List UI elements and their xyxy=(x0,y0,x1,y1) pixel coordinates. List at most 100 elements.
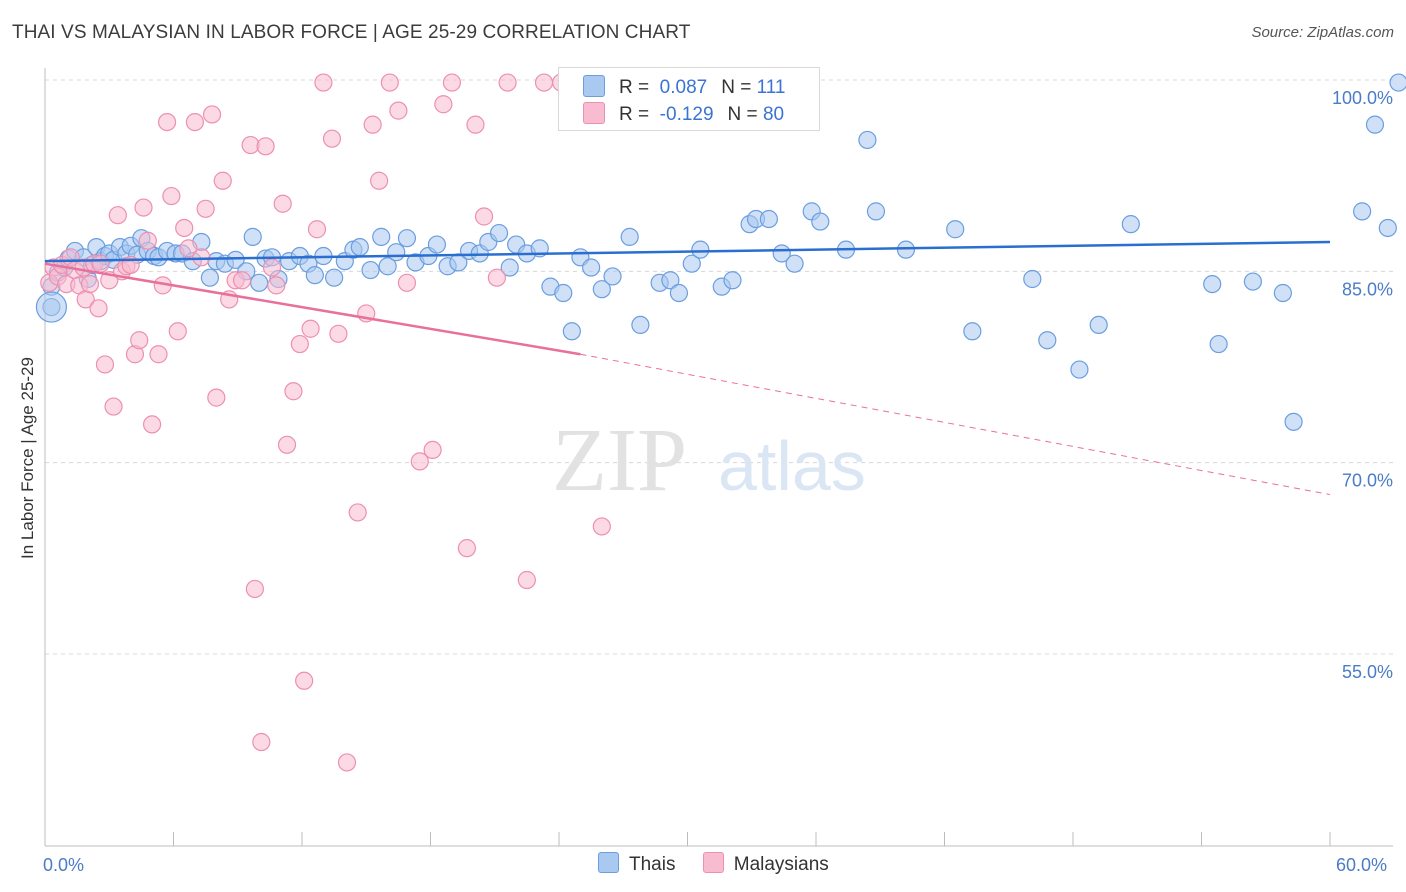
malay-point-33[interactable] xyxy=(185,112,205,132)
thai-point-79[interactable] xyxy=(723,271,742,290)
thai-point-large[interactable] xyxy=(35,291,68,323)
malay-point-12[interactable] xyxy=(89,299,108,318)
malay-point-26[interactable] xyxy=(149,345,168,364)
malay-point-34[interactable] xyxy=(192,248,211,267)
thai-point-27[interactable] xyxy=(200,268,220,287)
thai-point-40[interactable] xyxy=(305,266,324,285)
malay-point-73[interactable] xyxy=(487,268,506,287)
malay-point-22[interactable] xyxy=(130,331,149,350)
malay-point-75[interactable] xyxy=(517,570,536,590)
thai-point-48[interactable] xyxy=(378,257,397,276)
thai-point-74[interactable] xyxy=(661,271,680,290)
malay-point-13[interactable] xyxy=(91,254,110,273)
thai-point-95[interactable] xyxy=(1070,360,1089,379)
thai-point-89[interactable] xyxy=(866,202,886,221)
malay-point-52[interactable] xyxy=(295,671,314,690)
malay-point-63[interactable] xyxy=(380,73,399,92)
thai-point-32[interactable] xyxy=(243,227,262,246)
thai-point-65[interactable] xyxy=(554,283,573,303)
malay-point-59[interactable] xyxy=(348,503,367,522)
thai-point-88[interactable] xyxy=(858,130,877,150)
thai-point-90[interactable] xyxy=(896,240,916,259)
malay-point-46[interactable] xyxy=(262,258,282,277)
malay-point-66[interactable] xyxy=(410,452,429,471)
malay-point-23[interactable] xyxy=(134,198,153,217)
malay-point-42[interactable] xyxy=(241,135,260,155)
thai-point-42[interactable] xyxy=(325,268,344,287)
thai-point-102[interactable] xyxy=(1284,412,1303,431)
malay-point-64[interactable] xyxy=(389,101,408,120)
malay-point-69[interactable] xyxy=(442,73,462,92)
thai-point-100[interactable] xyxy=(1243,272,1263,291)
thai-point-98[interactable] xyxy=(1203,274,1222,294)
thai-point-86[interactable] xyxy=(811,212,830,231)
malay-point-47[interactable] xyxy=(267,276,286,295)
malay-point-48[interactable] xyxy=(273,194,292,213)
malay-point-76[interactable] xyxy=(534,73,554,92)
thai-point-77[interactable] xyxy=(691,240,710,259)
malay-point-54[interactable] xyxy=(307,220,327,239)
thai-point-46[interactable] xyxy=(361,260,380,280)
malay-point-50[interactable] xyxy=(284,382,303,401)
malay-point-29[interactable] xyxy=(162,186,181,206)
malay-point-57[interactable] xyxy=(329,324,348,343)
thai-point-91[interactable] xyxy=(946,220,965,239)
malay-point-28[interactable] xyxy=(157,112,177,132)
malay-point-36[interactable] xyxy=(202,105,222,124)
malay-point-41[interactable] xyxy=(232,271,252,290)
malay-point-58[interactable] xyxy=(337,753,357,772)
thai-point-49[interactable] xyxy=(387,243,406,262)
malay-point-72[interactable] xyxy=(474,207,494,226)
malay-point-38[interactable] xyxy=(213,171,232,190)
legend-item-malaysians[interactable]: Malaysians xyxy=(702,852,829,876)
malay-point-24[interactable] xyxy=(138,231,157,250)
thai-point-105[interactable] xyxy=(1378,218,1397,238)
malay-point-74[interactable] xyxy=(498,73,517,92)
legend-item-thais[interactable]: Thais xyxy=(598,852,675,876)
malay-point-56[interactable] xyxy=(322,129,342,148)
malay-point-65[interactable] xyxy=(397,273,417,292)
malay-point-14[interactable] xyxy=(95,355,115,374)
thai-point-99[interactable] xyxy=(1209,334,1228,354)
malay-point-49[interactable] xyxy=(277,435,297,454)
malay-point-68[interactable] xyxy=(434,95,453,114)
thai-point-101[interactable] xyxy=(1273,283,1292,303)
thai-point-68[interactable] xyxy=(582,258,601,277)
malay-point-51[interactable] xyxy=(290,334,309,354)
thai-point-92[interactable] xyxy=(963,322,982,341)
thai-point-97[interactable] xyxy=(1121,215,1140,234)
thai-point-45[interactable] xyxy=(350,237,369,257)
thai-point-50[interactable] xyxy=(397,229,417,248)
malay-point-25[interactable] xyxy=(142,415,162,434)
thai-point-70[interactable] xyxy=(603,267,622,286)
thai-point-84[interactable] xyxy=(785,254,804,273)
malay-point-32[interactable] xyxy=(179,239,198,258)
thai-point-82[interactable] xyxy=(759,209,778,229)
malay-point-43[interactable] xyxy=(245,579,264,599)
malay-point-79[interactable] xyxy=(592,517,611,536)
malay-point-16[interactable] xyxy=(104,397,123,416)
malay-point-30[interactable] xyxy=(168,322,187,341)
malay-point-70[interactable] xyxy=(457,539,477,558)
malay-point-37[interactable] xyxy=(207,388,226,407)
thai-point-96[interactable] xyxy=(1089,315,1108,335)
thai-point-33[interactable] xyxy=(250,273,269,292)
malay-point-35[interactable] xyxy=(196,199,215,218)
thai-point-59[interactable] xyxy=(489,223,509,243)
malay-point-62[interactable] xyxy=(370,171,389,190)
thai-point-76[interactable] xyxy=(682,254,701,273)
malay-point-67[interactable] xyxy=(423,440,442,460)
thai-point-47[interactable] xyxy=(372,227,391,246)
thai-point-72[interactable] xyxy=(631,315,650,335)
malay-point-31[interactable] xyxy=(175,218,194,238)
thai-point-106[interactable] xyxy=(1389,73,1406,92)
thai-point-30[interactable] xyxy=(226,250,245,269)
thai-point-104[interactable] xyxy=(1365,115,1385,134)
thai-point-93[interactable] xyxy=(1023,269,1042,289)
malay-point-55[interactable] xyxy=(314,73,333,92)
thai-point-60[interactable] xyxy=(500,258,519,277)
thai-point-94[interactable] xyxy=(1038,331,1057,350)
thai-point-69[interactable] xyxy=(592,280,611,299)
thai-point-103[interactable] xyxy=(1353,202,1372,221)
malay-point-10[interactable] xyxy=(80,274,100,294)
